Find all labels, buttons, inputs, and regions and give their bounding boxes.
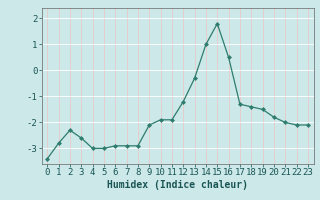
X-axis label: Humidex (Indice chaleur): Humidex (Indice chaleur): [107, 180, 248, 190]
